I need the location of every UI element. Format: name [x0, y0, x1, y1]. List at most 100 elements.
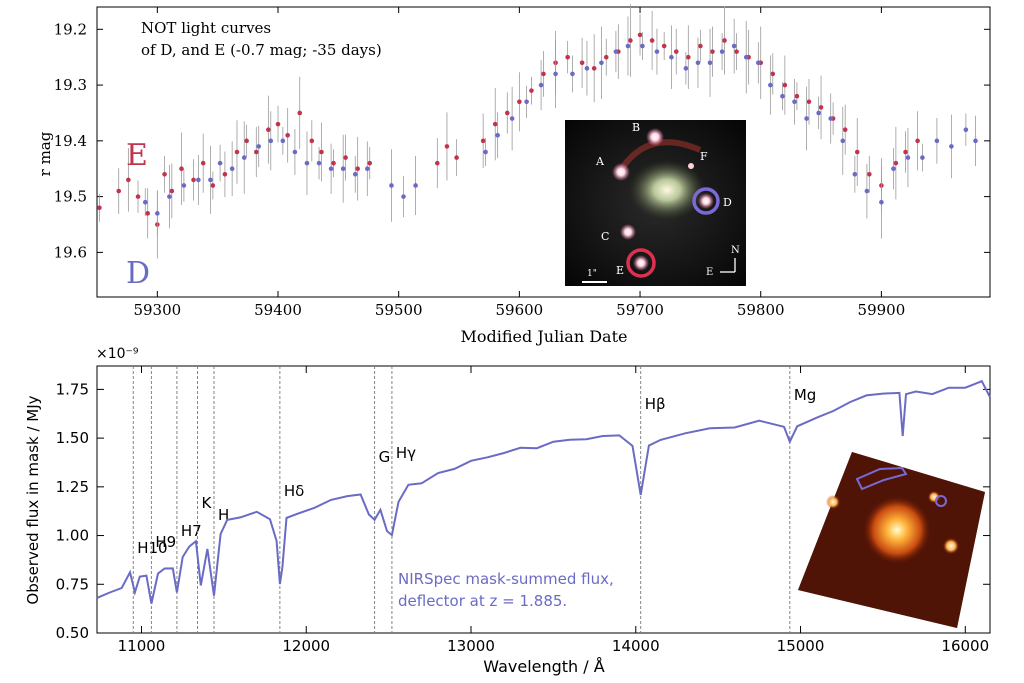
- lightcurve-x-label: Modified Julian Date: [461, 327, 628, 346]
- data-point-d: [304, 160, 310, 166]
- data-point-d: [669, 54, 674, 60]
- data-point-d: [852, 172, 858, 177]
- scale-bar-label: 1": [587, 269, 597, 279]
- lightcurve-y-tick-label: 19.5: [54, 188, 87, 206]
- inset-label-d: D: [723, 196, 732, 209]
- lightcurve-axes-frame: [96, 6, 991, 298]
- data-point-d: [181, 183, 187, 188]
- data-point-d: [229, 166, 235, 172]
- data-point-e: [319, 149, 324, 155]
- spectrum-x-tick-label: 14000: [612, 637, 660, 655]
- quasar-image-c: [620, 224, 636, 240]
- data-point-e: [169, 188, 175, 194]
- data-point-e: [444, 144, 450, 149]
- data-point-e: [275, 121, 281, 127]
- data-point-e: [145, 211, 150, 216]
- data-point-e: [504, 110, 510, 116]
- data-point-d: [743, 54, 749, 60]
- quasar-image-a: [612, 163, 630, 181]
- data-point-d: [613, 49, 619, 54]
- data-point-d: [949, 144, 954, 149]
- data-point-d: [365, 166, 370, 172]
- data-point-d: [905, 155, 911, 160]
- data-point-d: [328, 166, 334, 172]
- data-point-e: [266, 127, 271, 132]
- series-label-d: D: [126, 256, 150, 291]
- data-point-d: [920, 155, 925, 160]
- data-point-d: [695, 60, 701, 66]
- spectrum-x-tick-label: 15000: [777, 637, 825, 655]
- data-point-e: [541, 71, 546, 77]
- data-point-d: [654, 49, 660, 54]
- data-point-d: [280, 138, 286, 144]
- data-point-e: [179, 166, 184, 172]
- inset-label-a: A: [595, 155, 605, 168]
- spectral-line-label: Hβ: [645, 395, 666, 413]
- data-point-e: [722, 38, 727, 43]
- data-point-d: [401, 194, 406, 199]
- lightcurve-x-tick-label: 59500: [375, 301, 423, 319]
- data-point-d: [524, 99, 529, 105]
- spectrum-annotation-line-1: NIRSpec mask-summed flux,: [398, 570, 614, 588]
- data-point-e: [818, 105, 824, 110]
- data-point-e: [331, 160, 336, 166]
- data-point-e: [200, 160, 206, 166]
- data-point-e: [915, 138, 920, 144]
- data-point-d: [768, 82, 773, 88]
- data-point-e: [435, 160, 440, 166]
- data-point-e: [734, 49, 739, 54]
- data-point-d: [584, 66, 590, 71]
- data-point-e: [770, 71, 776, 77]
- data-point-d: [864, 188, 870, 194]
- data-point-e: [244, 138, 249, 144]
- data-point-d: [155, 211, 160, 216]
- data-point-e: [222, 172, 228, 177]
- data-point-e: [492, 121, 498, 127]
- data-point-d: [731, 43, 737, 49]
- data-point-d: [352, 172, 358, 177]
- spectrum-x-ticks: 11000 12000 13000 14000 15000 16000: [118, 366, 989, 655]
- nirspec-mask-inset: [798, 452, 985, 628]
- data-point-d: [292, 149, 298, 155]
- data-point-d: [256, 144, 262, 149]
- data-point-d: [538, 82, 544, 88]
- lightcurve-annotation-line-1: NOT light curves: [141, 19, 271, 37]
- lightcurve-y-tick-label: 19.3: [54, 76, 87, 94]
- data-point-e: [343, 155, 348, 160]
- spectral-line-label: H9: [155, 533, 176, 551]
- data-point-e: [210, 183, 216, 188]
- data-point-e: [126, 177, 131, 183]
- quasar-image-d: [698, 193, 714, 209]
- data-point-d: [934, 138, 940, 144]
- data-point-e: [517, 99, 522, 105]
- spectrum-y-tick-label: 1.50: [56, 429, 89, 447]
- data-point-e: [591, 66, 597, 71]
- inset-label-b: B: [632, 121, 640, 134]
- data-point-e: [903, 149, 908, 155]
- data-point-e: [309, 138, 315, 144]
- data-point-e: [893, 160, 899, 166]
- spectrum-x-tick-label: 13000: [447, 637, 495, 655]
- spectrum-x-tick-label: 11000: [118, 637, 166, 655]
- data-point-d: [640, 43, 645, 49]
- highlight-ring-e: [626, 248, 656, 278]
- data-point-e: [637, 32, 643, 38]
- spectrum-y-label: Observed flux in mask / MJy: [24, 395, 42, 604]
- data-point-d: [241, 155, 247, 160]
- spectral-line-label: H10: [137, 539, 167, 557]
- data-point-d: [167, 194, 172, 199]
- data-point-e: [529, 88, 534, 93]
- data-point-d: [495, 132, 500, 138]
- spectral-line-label: H: [218, 506, 229, 524]
- data-point-d: [217, 160, 223, 166]
- spectrum-x-tick-label: 16000: [941, 637, 989, 655]
- mask-source-2: [943, 538, 959, 554]
- lens-image-inset: B A F C D E 1" N E: [565, 120, 746, 286]
- spectral-line-label: G: [379, 448, 391, 466]
- data-point-d: [389, 183, 394, 188]
- data-point-e: [162, 172, 167, 177]
- data-point-e: [867, 172, 872, 177]
- spectrum-x-tick-label: 12000: [282, 637, 330, 655]
- data-point-d: [142, 199, 148, 205]
